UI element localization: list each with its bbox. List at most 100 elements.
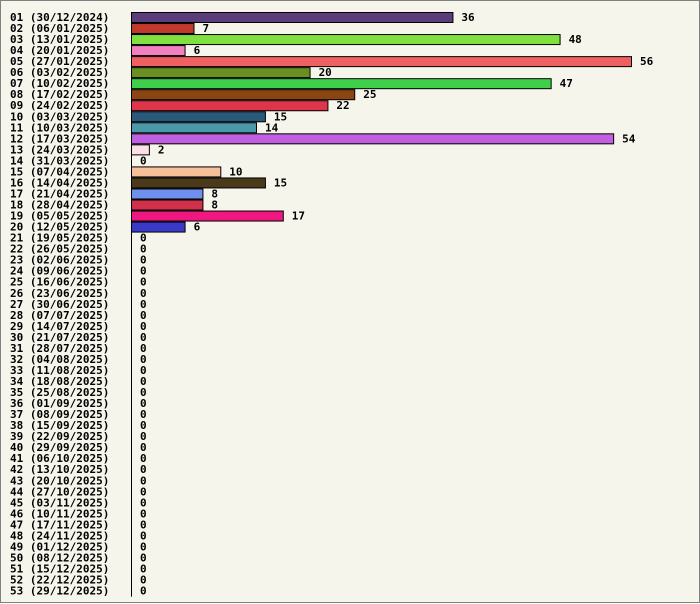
- category-label: 36 (01/09/2025): [10, 397, 109, 410]
- category-label: 07 (10/02/2025): [10, 77, 109, 90]
- value-label: 0: [140, 298, 147, 311]
- category-label: 44 (27/10/2025): [10, 485, 109, 498]
- category-label: 08 (17/02/2025): [10, 88, 109, 101]
- category-label: 47 (17/11/2025): [10, 518, 109, 531]
- value-label: 0: [140, 243, 147, 256]
- category-label: 16 (14/04/2025): [10, 176, 109, 189]
- value-label: 36: [461, 11, 475, 24]
- bar: [131, 166, 222, 178]
- value-label: 0: [140, 474, 147, 487]
- value-label: 7: [203, 22, 210, 35]
- category-label: 28 (07/07/2025): [10, 309, 109, 322]
- bar: [131, 221, 186, 233]
- value-label: 15: [274, 110, 287, 123]
- category-label: 53 (29/12/2025): [10, 585, 109, 598]
- value-label: 22: [336, 99, 349, 112]
- category-label: 13 (24/03/2025): [10, 143, 109, 156]
- bar: [131, 56, 632, 68]
- value-label: 47: [560, 77, 573, 90]
- category-label: 37 (08/09/2025): [10, 408, 109, 421]
- value-label: 0: [140, 551, 147, 564]
- value-label: 15: [274, 176, 287, 189]
- value-label: 14: [265, 121, 279, 134]
- value-label: 0: [140, 342, 147, 355]
- value-label: 0: [140, 154, 147, 167]
- category-label: 35 (25/08/2025): [10, 386, 109, 399]
- bar: [131, 111, 266, 123]
- category-label: 38 (15/09/2025): [10, 419, 109, 432]
- category-label: 21 (19/05/2025): [10, 232, 109, 245]
- category-label: 51 (15/12/2025): [10, 563, 109, 576]
- category-label: 29 (14/07/2025): [10, 320, 109, 333]
- category-label: 32 (04/08/2025): [10, 353, 109, 366]
- bar: [131, 67, 311, 79]
- category-label: 34 (18/08/2025): [10, 375, 109, 388]
- category-label: 23 (02/06/2025): [10, 254, 109, 267]
- category-label: 40 (29/09/2025): [10, 441, 109, 454]
- value-label: 0: [140, 375, 147, 388]
- value-label: 0: [140, 463, 147, 476]
- category-label: 02 (06/01/2025): [10, 22, 109, 35]
- category-label: 05 (27/01/2025): [10, 55, 109, 68]
- value-label: 0: [140, 265, 147, 278]
- value-label: 0: [140, 574, 147, 587]
- value-label: 20: [319, 66, 332, 79]
- category-label: 42 (13/10/2025): [10, 463, 109, 476]
- value-label: 0: [140, 563, 147, 576]
- category-label: 19 (05/05/2025): [10, 210, 109, 223]
- category-label: 41 (06/10/2025): [10, 452, 109, 465]
- bar: [131, 199, 204, 211]
- value-label: 0: [140, 496, 147, 509]
- value-label: 0: [140, 254, 147, 267]
- category-label: 39 (22/09/2025): [10, 430, 109, 443]
- category-label: 22 (26/05/2025): [10, 243, 109, 256]
- value-label: 54: [622, 132, 636, 145]
- category-label: 10 (03/03/2025): [10, 110, 109, 123]
- category-label: 18 (28/04/2025): [10, 199, 109, 212]
- category-label: 24 (09/06/2025): [10, 265, 109, 278]
- category-label: 01 (30/12/2024): [10, 11, 109, 24]
- category-label: 48 (24/11/2025): [10, 529, 109, 542]
- value-label: 56: [640, 55, 654, 68]
- bar: [131, 133, 615, 145]
- category-label: 49 (01/12/2025): [10, 540, 109, 553]
- value-label: 0: [140, 540, 147, 553]
- category-label: 15 (07/04/2025): [10, 165, 109, 178]
- value-label: 0: [140, 320, 147, 333]
- bar: [131, 12, 454, 23]
- value-label: 48: [569, 33, 582, 46]
- category-label: 11 (10/03/2025): [10, 121, 109, 134]
- value-label: 10: [229, 165, 242, 178]
- category-label: 17 (21/04/2025): [10, 187, 109, 200]
- category-label: 46 (10/11/2025): [10, 507, 109, 520]
- value-label: 0: [140, 419, 147, 432]
- value-label: 0: [140, 331, 147, 344]
- value-label: 0: [140, 287, 147, 300]
- bar: [131, 100, 329, 112]
- category-label: 50 (08/12/2025): [10, 551, 109, 564]
- bar: [131, 210, 284, 222]
- value-label: 0: [140, 507, 147, 520]
- bar: [131, 34, 561, 46]
- value-label: 0: [140, 276, 147, 289]
- value-label: 0: [140, 364, 147, 377]
- value-label: 2: [158, 143, 165, 156]
- value-label: 0: [140, 529, 147, 542]
- bar: [131, 177, 266, 189]
- value-label: 0: [140, 309, 147, 322]
- category-label: 33 (11/08/2025): [10, 364, 109, 377]
- category-label: 25 (16/06/2025): [10, 276, 109, 289]
- value-label: 0: [140, 585, 147, 598]
- category-label: 31 (28/07/2025): [10, 342, 109, 355]
- value-label: 25: [363, 88, 376, 101]
- bar: [131, 144, 150, 156]
- value-label: 0: [140, 386, 147, 399]
- value-label: 0: [140, 452, 147, 465]
- category-label: 09 (24/02/2025): [10, 99, 109, 112]
- value-label: 0: [140, 430, 147, 443]
- category-label: 26 (23/06/2025): [10, 287, 109, 300]
- category-label: 52 (22/12/2025): [10, 574, 109, 587]
- category-label: 03 (13/01/2025): [10, 33, 109, 46]
